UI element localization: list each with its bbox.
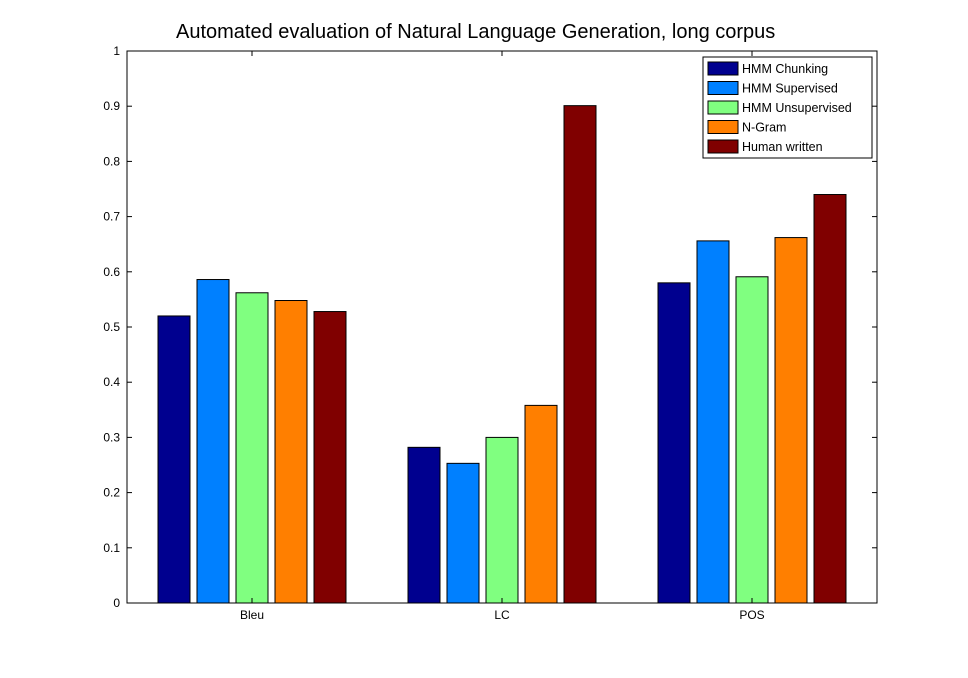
x-tick-label: Bleu (240, 608, 264, 622)
bar-bleu-hmm-supervised (196, 279, 230, 604)
legend-label: Human written (742, 140, 823, 154)
y-tick-label: 0.7 (103, 210, 120, 224)
legend-swatch (707, 61, 739, 76)
chart-title: Automated evaluation of Natural Language… (176, 21, 775, 43)
y-tick-label: 0.6 (103, 265, 120, 279)
y-tick-label: 0.9 (103, 99, 120, 113)
bar-pos-hmm-unsupervised (735, 276, 769, 604)
y-tick-label: 0.5 (103, 320, 120, 334)
legend-swatch (707, 100, 739, 115)
bar-bleu-human-written (313, 311, 347, 604)
x-tick-label: POS (739, 608, 764, 622)
bar-lc-n-gram (524, 404, 558, 604)
y-tick-label: 0 (113, 596, 120, 610)
legend-swatch (707, 81, 739, 95)
legend-swatch (707, 139, 739, 154)
y-tick-label: 0.8 (103, 154, 120, 168)
y-tick-label: 0.3 (103, 430, 120, 444)
bar-bleu-hmm-unsupervised (235, 292, 269, 604)
legend-label: N-Gram (742, 121, 786, 135)
bar-lc-hmm-chunking (407, 446, 441, 604)
legend-label: HMM Chunking (742, 62, 828, 76)
bar-bleu-n-gram (274, 300, 308, 604)
bar-pos-n-gram (774, 237, 808, 604)
y-tick-label: 0.4 (103, 375, 120, 389)
legend-label: HMM Unsupervised (742, 101, 852, 115)
legend: HMM Chunking HMM Supervised HMM Unsupervis… (702, 56, 873, 159)
bar-lc-hmm-supervised (446, 462, 480, 604)
bar-pos-hmm-chunking (657, 282, 691, 604)
y-tick-label: 0.1 (103, 541, 120, 555)
bar-lc-human-written (563, 105, 597, 604)
y-tick-label: 1 (113, 44, 120, 58)
legend-label: HMM Supervised (742, 82, 838, 96)
bar-lc-hmm-unsupervised (485, 436, 519, 604)
bar-bleu-hmm-chunking (157, 315, 191, 604)
legend-swatch (707, 120, 739, 134)
bar-pos-human-written (813, 194, 847, 604)
bar-pos-hmm-supervised (696, 240, 730, 604)
y-tick-label: 0.2 (103, 486, 120, 500)
x-tick-label: LC (494, 608, 510, 622)
